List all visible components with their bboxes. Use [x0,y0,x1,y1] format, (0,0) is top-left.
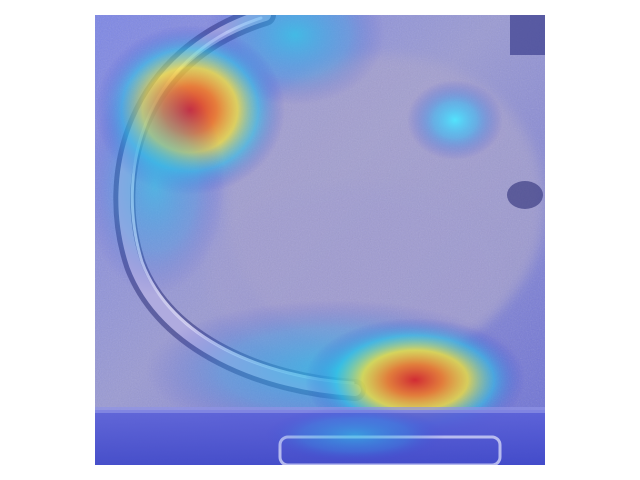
heat-spot-cyan [407,80,503,160]
dark-object [507,181,543,209]
heatmap-figure [95,15,545,465]
heatmap-svg [95,15,545,465]
heat-region-left [95,75,225,295]
container-edge [510,15,545,55]
heat-region-shelf [265,407,445,463]
